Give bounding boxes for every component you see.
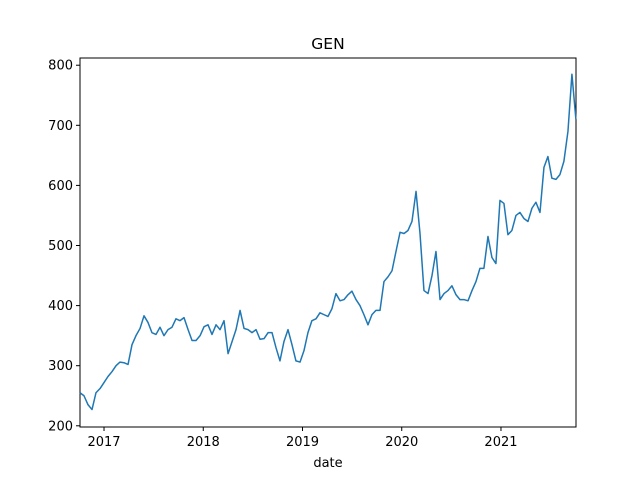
x-tick-label: 2019 bbox=[286, 435, 319, 450]
y-tick-label: 700 bbox=[48, 119, 73, 134]
y-tick-label: 300 bbox=[48, 359, 73, 374]
y-tick-label: 600 bbox=[48, 179, 73, 194]
x-tick-label: 2021 bbox=[484, 435, 517, 450]
y-tick-label: 500 bbox=[48, 239, 73, 254]
x-tick-label: 2018 bbox=[187, 435, 220, 450]
x-tick-label: 2020 bbox=[385, 435, 418, 450]
plot-frame bbox=[79, 57, 577, 428]
x-tick-label: 2017 bbox=[87, 435, 120, 450]
x-axis-label: date bbox=[313, 456, 342, 471]
chart-title: GEN bbox=[311, 35, 344, 53]
data-line bbox=[79, 73, 577, 411]
y-tick-label: 200 bbox=[48, 419, 73, 434]
y-tick-label: 400 bbox=[48, 299, 73, 314]
y-tick-label: 800 bbox=[48, 59, 73, 74]
